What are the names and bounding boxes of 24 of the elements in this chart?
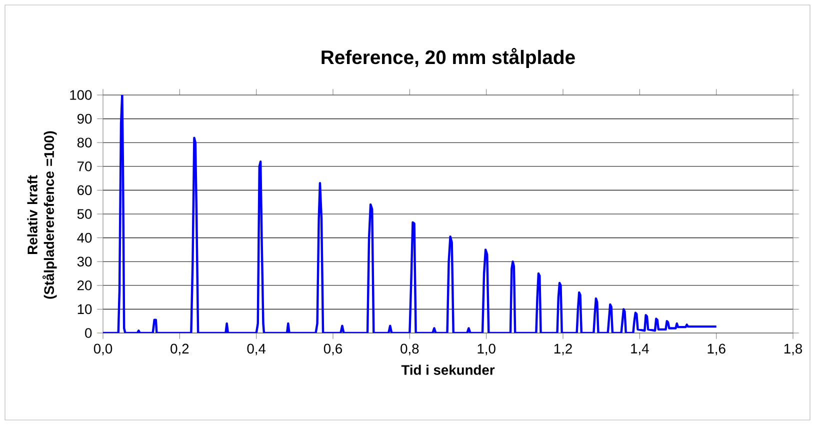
x-tick-label: 0,8 [400, 344, 419, 356]
y-axis-title: Relativ kraft (Stålpladererefence =100) [27, 131, 57, 299]
y-tick-label: 60 [78, 185, 92, 196]
y-tick-label: 30 [77, 256, 92, 266]
x-tick-label: 1,6 [708, 344, 726, 356]
y-tick-label: 50 [77, 209, 92, 219]
x-tick-label: 0,2 [170, 344, 189, 356]
y-tick-label: 20 [78, 280, 92, 290]
x-tick-label: 0,0 [94, 344, 112, 356]
x-tick-label: 1,8 [784, 344, 802, 356]
x-tick-label: 1,4 [631, 344, 649, 356]
y-tick-label: 10 [78, 304, 92, 314]
x-tick-label: 0,4 [247, 344, 266, 356]
y-tick-label: 90 [77, 114, 92, 124]
x-axis-title: Tid i sekunder [401, 364, 495, 375]
x-tick-label: 1,0 [478, 344, 496, 356]
x-tick-label: 1,2 [554, 344, 572, 356]
y-tick-label: 70 [78, 162, 92, 172]
x-tick-label: 0,6 [324, 344, 342, 356]
y-tick-label: 100 [70, 90, 92, 100]
y-tick-label: 0 [85, 328, 92, 338]
y-tick-label: 80 [77, 138, 92, 148]
chart-title: Reference, 20 mm stålplade [322, 48, 575, 68]
y-tick-label: 40 [77, 232, 92, 243]
